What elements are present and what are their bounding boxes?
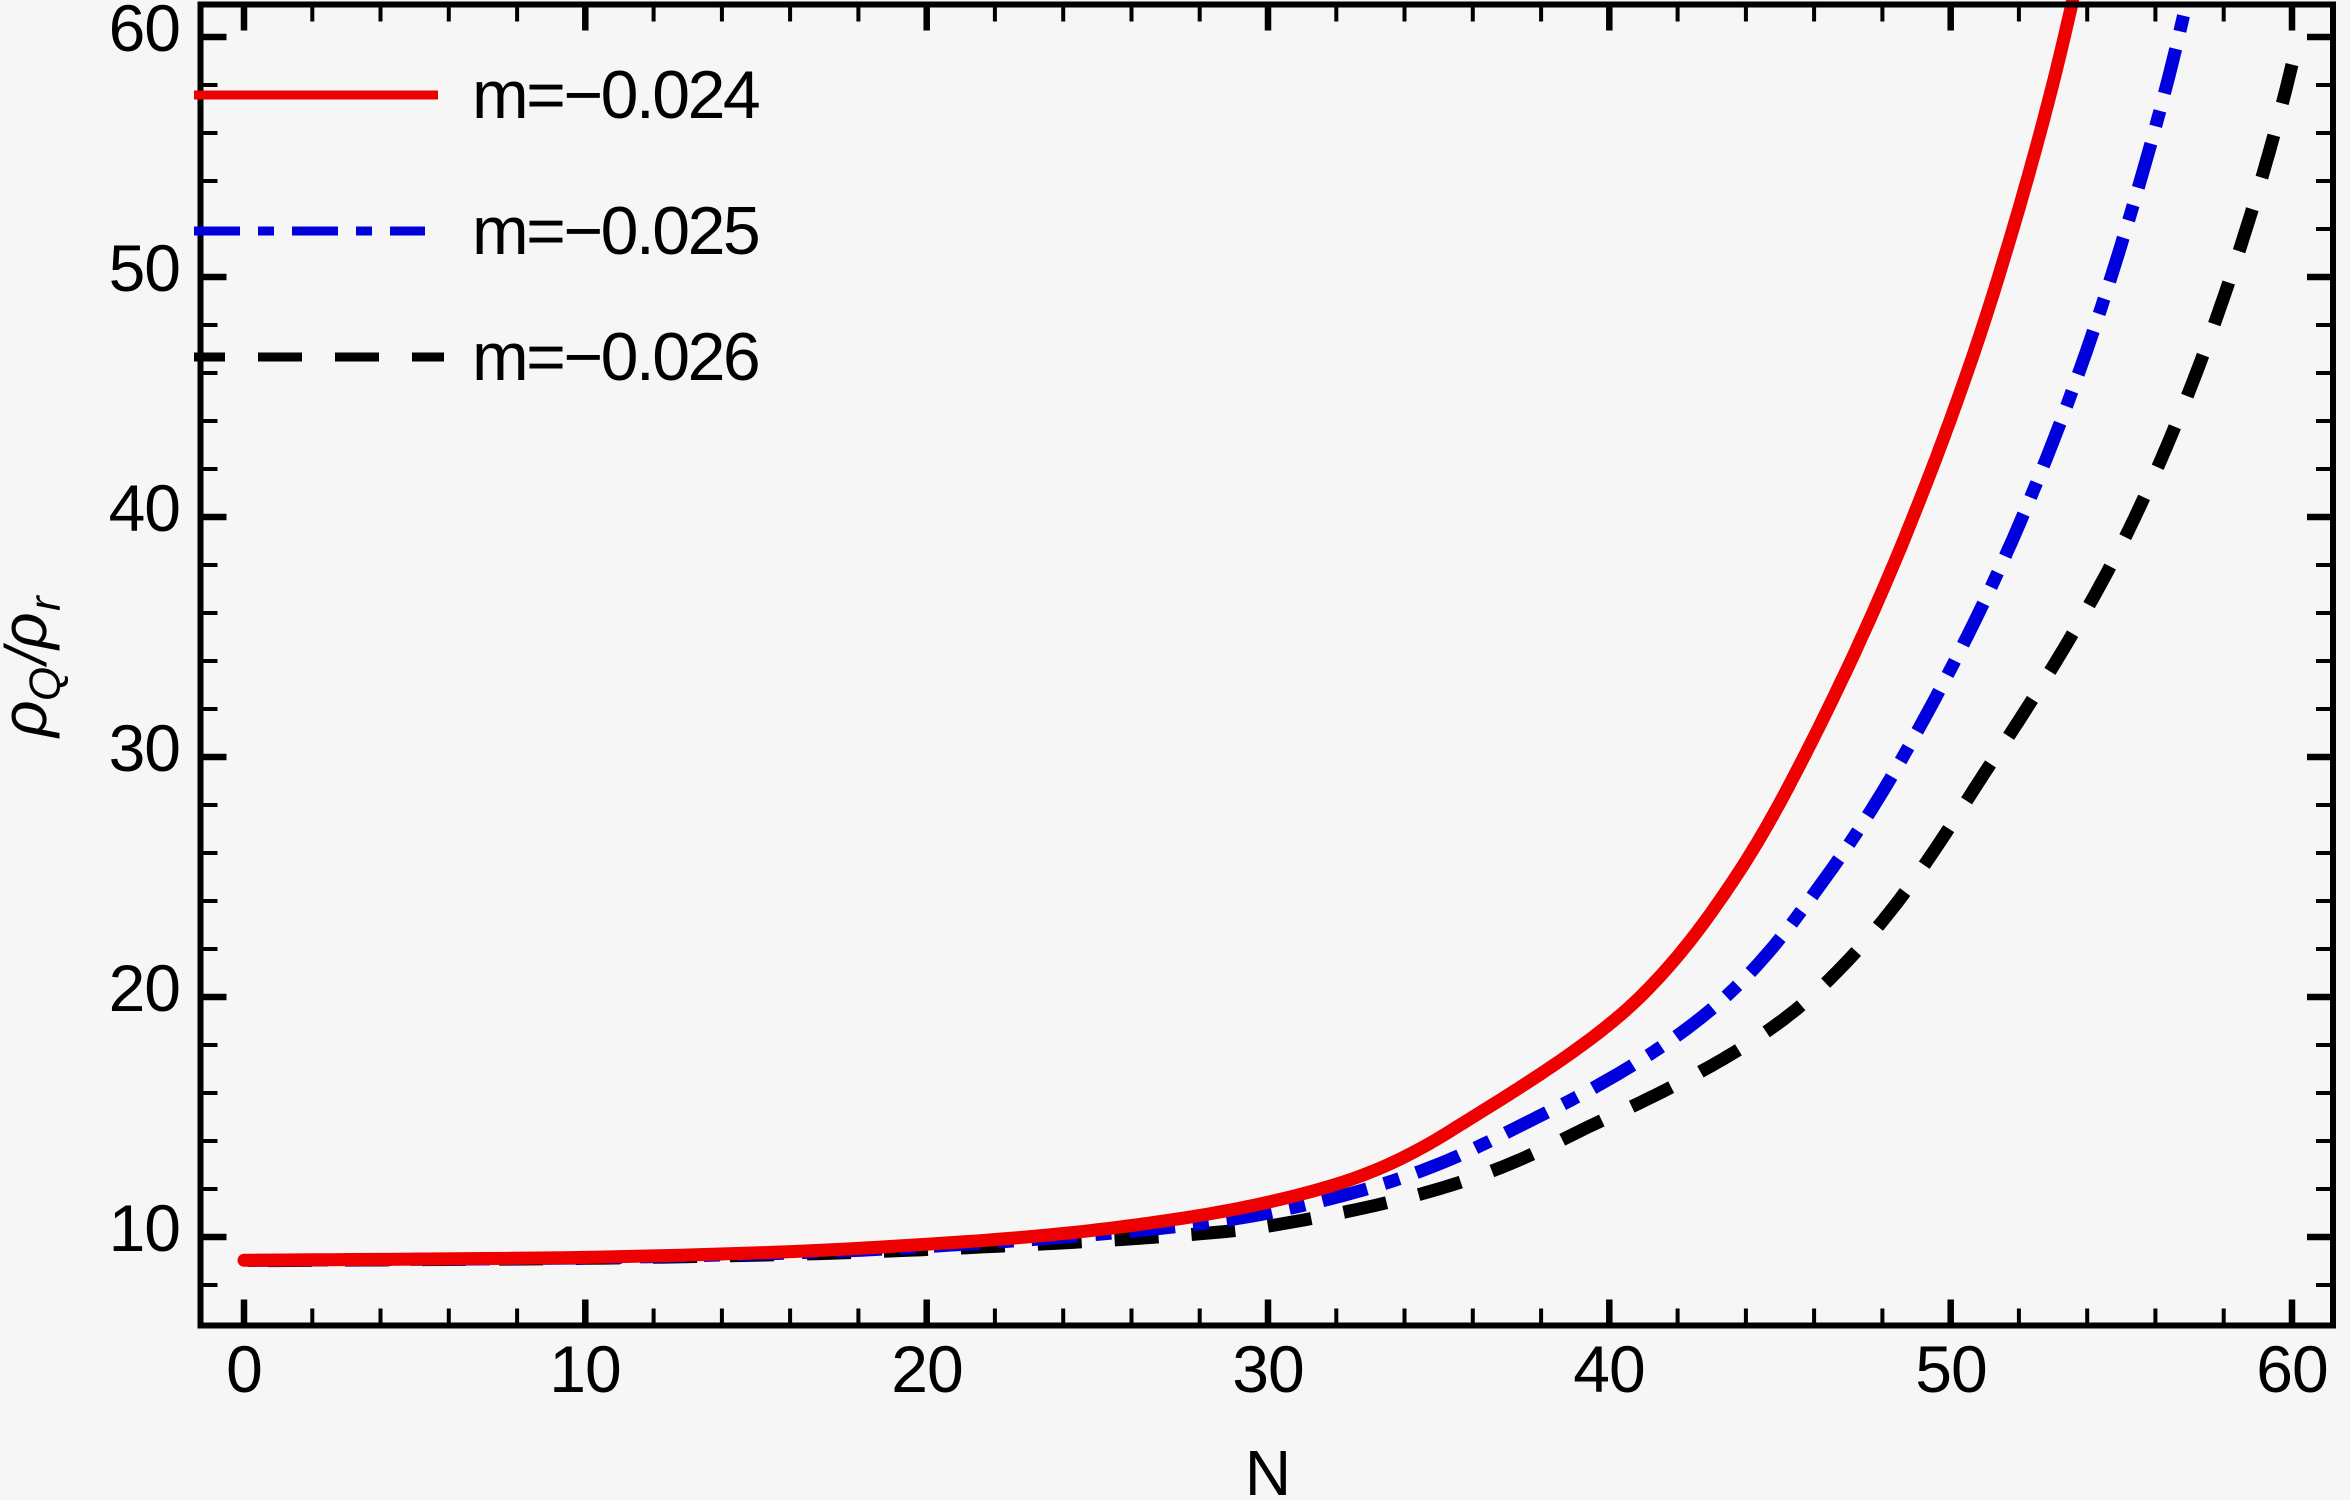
svg-text:ρ: ρ <box>0 612 60 651</box>
svg-text:60: 60 <box>109 0 180 65</box>
svg-text:40: 40 <box>109 471 180 545</box>
svg-text:m=−0.026: m=−0.026 <box>472 319 758 395</box>
svg-text:40: 40 <box>1573 1332 1644 1406</box>
svg-text:30: 30 <box>109 711 180 785</box>
svg-text:Q: Q <box>21 667 70 701</box>
svg-text:10: 10 <box>549 1332 620 1406</box>
svg-text:r: r <box>21 594 70 611</box>
svg-text:N: N <box>1245 1437 1291 1500</box>
svg-text:m=−0.025: m=−0.025 <box>472 193 758 269</box>
svg-text:50: 50 <box>1915 1332 1986 1406</box>
svg-text:10: 10 <box>109 1191 180 1265</box>
svg-text:20: 20 <box>891 1332 962 1406</box>
svg-text:0: 0 <box>226 1332 262 1406</box>
svg-text:30: 30 <box>1232 1332 1303 1406</box>
svg-text:20: 20 <box>109 951 180 1025</box>
svg-text:60: 60 <box>2256 1332 2327 1406</box>
svg-text:ρ: ρ <box>0 700 60 739</box>
svg-text:50: 50 <box>109 231 180 305</box>
svg-text:m=−0.024: m=−0.024 <box>472 57 759 133</box>
